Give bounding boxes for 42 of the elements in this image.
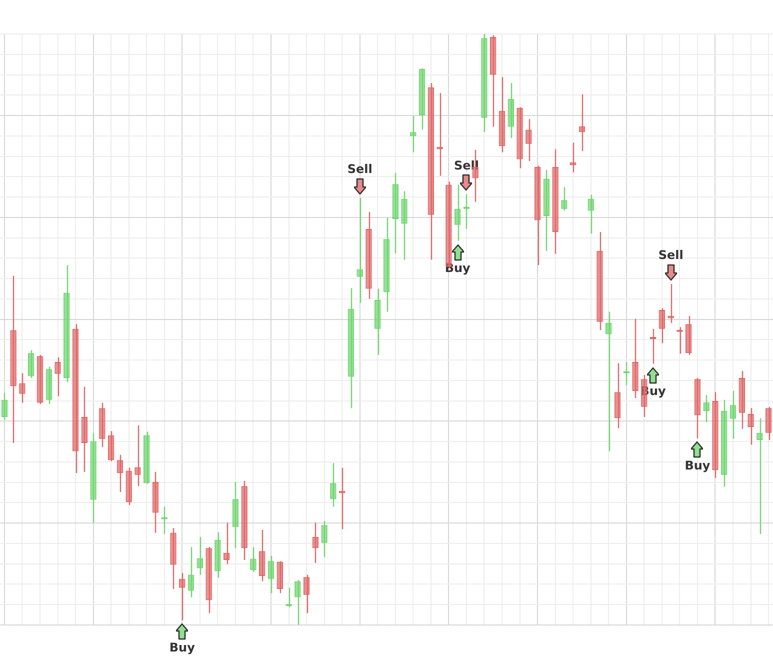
candlestick: [401, 190, 408, 260]
candlestick: [321, 520, 328, 558]
candlestick: [116, 454, 124, 493]
candlestick: [658, 308, 666, 344]
candlestick: [765, 406, 772, 441]
candlestick: [578, 94, 586, 152]
candlestick: [748, 408, 754, 446]
candlestick: [454, 184, 461, 242]
candlestick: [330, 462, 336, 508]
candlestick: [294, 579, 301, 626]
candlestick: [19, 372, 26, 404]
candlestick: [410, 116, 416, 153]
annotation: Sell: [658, 248, 684, 262]
candlestick: [81, 386, 88, 473]
candlestick: [259, 529, 266, 582]
candlestick: [28, 350, 34, 379]
candlestick: [606, 311, 612, 452]
annotation: Buy: [684, 458, 710, 472]
candlestick: [312, 522, 319, 564]
candlestick: [561, 186, 568, 212]
candlestick: [196, 536, 204, 576]
candlestick: [223, 522, 230, 565]
candlestick: [268, 555, 274, 594]
candlestick: [188, 546, 194, 598]
candlestick: [108, 430, 114, 462]
candlestick: [54, 356, 61, 397]
candlestick: [756, 418, 763, 535]
candlestick: [250, 546, 256, 572]
candlestick: [730, 390, 736, 440]
annotation: Buy: [169, 640, 196, 654]
candlestick: [356, 197, 363, 304]
candlestick: [179, 572, 186, 621]
candlestick: [588, 194, 594, 234]
candlestick: [526, 118, 532, 162]
candlestick: [570, 142, 576, 173]
candlestick: [1, 392, 8, 421]
candlestick: [668, 283, 674, 324]
candlestick: [303, 574, 310, 614]
candlestick: [703, 394, 710, 423]
candlestick: [650, 328, 656, 364]
candlestick: [134, 424, 141, 487]
annotation: Sell: [347, 162, 372, 176]
